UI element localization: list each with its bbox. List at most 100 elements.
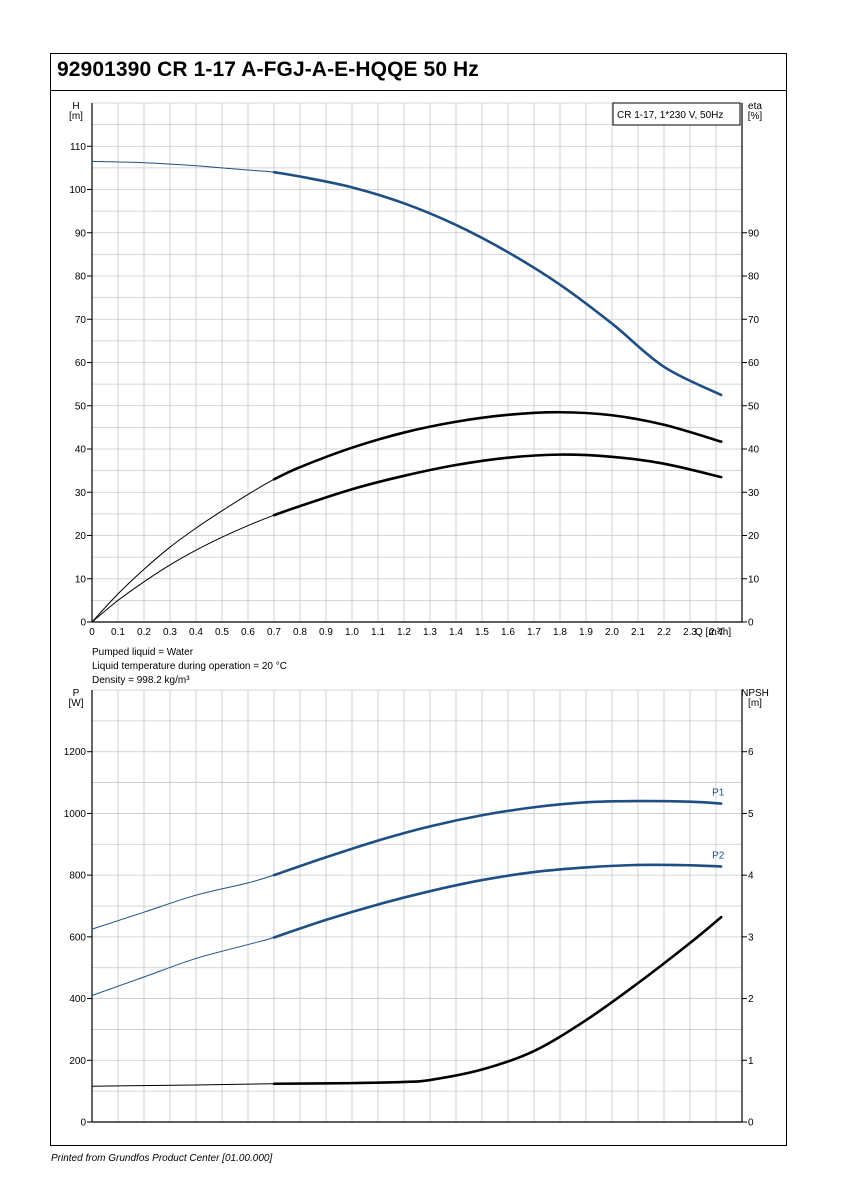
x-tick-label: 2.1	[631, 627, 645, 638]
head-chart-grid	[92, 102, 743, 622]
x-tick-label: 0.7	[267, 627, 281, 638]
x-tick-label: 1.3	[423, 627, 437, 638]
y2-tick-label: 5	[748, 809, 754, 820]
legend-box-text: CR 1-17, 1*230 V, 50Hz	[617, 110, 723, 121]
x-tick-label: 1.1	[371, 627, 385, 638]
y-axis-label: H	[72, 101, 79, 112]
y-tick-label: 100	[69, 185, 86, 196]
y-tick-label: 800	[69, 871, 86, 882]
y2-tick-label: 90	[748, 228, 760, 239]
x-tick-label: 1.7	[527, 627, 541, 638]
x-tick-label: 1.0	[345, 627, 359, 638]
y-tick-label: 40	[75, 445, 87, 456]
y-tick-label: 60	[75, 358, 87, 369]
series-npsh-curve	[91, 916, 722, 1087]
series-efficiency_upper-curve	[91, 411, 722, 623]
y-tick-label: 600	[69, 932, 86, 943]
x-tick-label: 1.6	[501, 627, 515, 638]
x-tick-label: 0	[89, 627, 95, 638]
y-tick-label: 90	[75, 228, 87, 239]
y-axis-unit: [m]	[69, 111, 83, 122]
head-efficiency-chart: 0 10 20 30 40 50 60 70 80 90 100 110 0 10 20 30 40 50 60 70…	[69, 101, 762, 638]
y2-tick-label: 2	[748, 994, 754, 1005]
x-tick-label: 1.8	[553, 627, 567, 638]
series-head-duty-range	[272, 170, 723, 397]
liquid-info-line: Liquid temperature during operation = 20…	[92, 661, 287, 672]
x-tick-label: 1.4	[449, 627, 463, 638]
power-chart-grid	[92, 689, 743, 1122]
series-p2-duty-range	[272, 863, 723, 939]
series-label-p1: P1	[712, 788, 725, 799]
x-tick-label: 0.1	[111, 627, 125, 638]
y2-axis-label: eta	[748, 101, 762, 112]
y-tick-label: 50	[75, 401, 87, 412]
x-tick-label: 0.4	[189, 627, 203, 638]
x-tick-label: 0.2	[137, 627, 151, 638]
y2-tick-label: 0	[748, 618, 754, 629]
series-npsh-duty-range	[272, 915, 723, 1086]
x-tick-label: 2.0	[605, 627, 619, 638]
liquid-info-line: Pumped liquid = Water	[92, 647, 194, 658]
power-npsh-chart: 0 200 400 600 800 1000 1200 0 1 2 3 4 5 6 P[W] NPSH[m] P…	[64, 688, 769, 1129]
x-tick-label: 2.3	[683, 627, 697, 638]
y2-tick-label: 70	[748, 315, 760, 326]
power-chart-labels: 0 200 400 600 800 1000 1200 0 1 2 3 4 5 6 P[W] NPSH[m] P…	[64, 688, 769, 1129]
power-chart-axes	[87, 690, 747, 1123]
series-label-p2: P2	[712, 851, 725, 862]
x-tick-label: 1.2	[397, 627, 411, 638]
y-axis-label: P	[73, 688, 80, 699]
y-tick-label: 0	[80, 618, 86, 629]
y2-axis-label: NPSH	[741, 688, 769, 699]
y2-tick-label: 60	[748, 358, 760, 369]
title-divider	[50, 90, 787, 91]
y2-tick-label: 0	[748, 1118, 754, 1129]
y2-tick-label: 50	[748, 401, 760, 412]
x-tick-label: 0.5	[215, 627, 229, 638]
power-chart-series	[91, 799, 723, 1087]
y2-axis-unit: [%]	[748, 111, 763, 122]
x-tick-label: 2.4	[709, 627, 723, 638]
x-axis-label: Q [m³/h]	[695, 627, 731, 638]
y2-tick-label: 10	[748, 574, 760, 585]
y-tick-label: 20	[75, 531, 87, 542]
y2-tick-label: 3	[748, 932, 754, 943]
legend-box-border	[612, 102, 741, 126]
legend-box: CR 1-17, 1*230 V, 50Hz	[612, 102, 741, 126]
y-tick-label: 80	[75, 272, 87, 283]
y-tick-label: 200	[69, 1056, 86, 1067]
y2-tick-label: 80	[748, 272, 760, 283]
liquid-info-line: Density = 998.2 kg/m³	[92, 675, 190, 686]
y-tick-label: 30	[75, 488, 87, 499]
footer-note: Printed from Grundfos Product Center [01…	[51, 1153, 273, 1164]
x-tick-label: 2.2	[657, 627, 671, 638]
series-p2-curve	[91, 864, 722, 996]
series-efficiency_lower-curve	[91, 454, 722, 623]
x-tick-label: 1.9	[579, 627, 593, 638]
y-tick-label: 1200	[64, 747, 87, 758]
y-tick-label: 10	[75, 574, 87, 585]
y2-tick-label: 6	[748, 747, 754, 758]
y2-tick-label: 4	[748, 871, 754, 882]
sheet-frame	[50, 53, 787, 1146]
page-title: 92901390 CR 1-17 A-FGJ-A-E-HQQE 50 Hz	[57, 58, 479, 81]
series-p1-duty-range	[272, 799, 723, 877]
head-chart-axes	[87, 103, 747, 623]
y-tick-label: 110	[70, 142, 86, 153]
head-chart-labels: 0 10 20 30 40 50 60 70 80 90 100 110 0 10 20 30 40 50 60 70…	[69, 101, 762, 638]
y-tick-label: 400	[69, 994, 86, 1005]
y-tick-label: 0	[80, 1118, 86, 1129]
y2-tick-label: 1	[748, 1056, 754, 1067]
series-efficiency_upper-duty-range	[272, 410, 723, 481]
y2-tick-label: 30	[748, 488, 760, 499]
y-tick-label: 1000	[64, 809, 87, 820]
x-tick-label: 1.5	[475, 627, 489, 638]
head-chart-series	[91, 160, 723, 623]
liquid-info: Pumped liquid = Water Liquid temperature…	[92, 647, 287, 686]
x-tick-label: 0.6	[241, 627, 255, 638]
x-tick-label: 0.3	[163, 627, 177, 638]
y2-tick-label: 40	[748, 445, 760, 456]
y2-axis-unit: [m]	[748, 698, 762, 709]
x-tick-label: 0.9	[319, 627, 333, 638]
y-axis-unit: [W]	[69, 698, 84, 709]
